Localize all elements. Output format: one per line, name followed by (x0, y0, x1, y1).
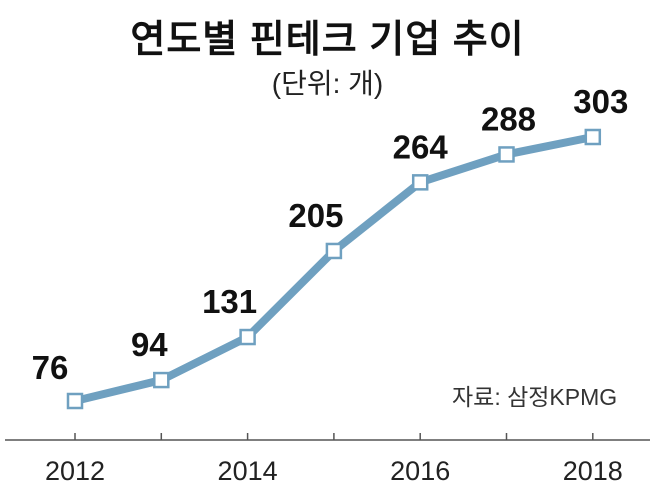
source-note: 자료: 삼정KPMG (452, 384, 618, 410)
data-label: 205 (288, 197, 343, 234)
data-point-marker (239, 328, 256, 346)
data-point-marker (498, 146, 515, 163)
data-point-marker (325, 242, 343, 260)
data-label: 264 (393, 128, 449, 165)
data-point-marker (584, 128, 602, 146)
x-tick-label: 2018 (563, 456, 623, 486)
x-tick-label: 2016 (390, 456, 450, 486)
data-point-marker (66, 392, 84, 410)
data-label: 94 (131, 326, 168, 363)
data-label: 76 (32, 349, 69, 386)
chart-title: 연도별 핀테크 기업 추이 (130, 19, 525, 61)
chart-subtitle: (단위: 개) (271, 68, 384, 99)
data-label: 303 (573, 83, 628, 120)
data-label: 288 (481, 100, 536, 137)
data-point-marker (153, 371, 170, 389)
data-label: 131 (202, 283, 257, 320)
x-tick-label: 2012 (45, 456, 105, 486)
data-point-marker (411, 174, 429, 191)
x-tick-label: 2014 (218, 456, 278, 486)
